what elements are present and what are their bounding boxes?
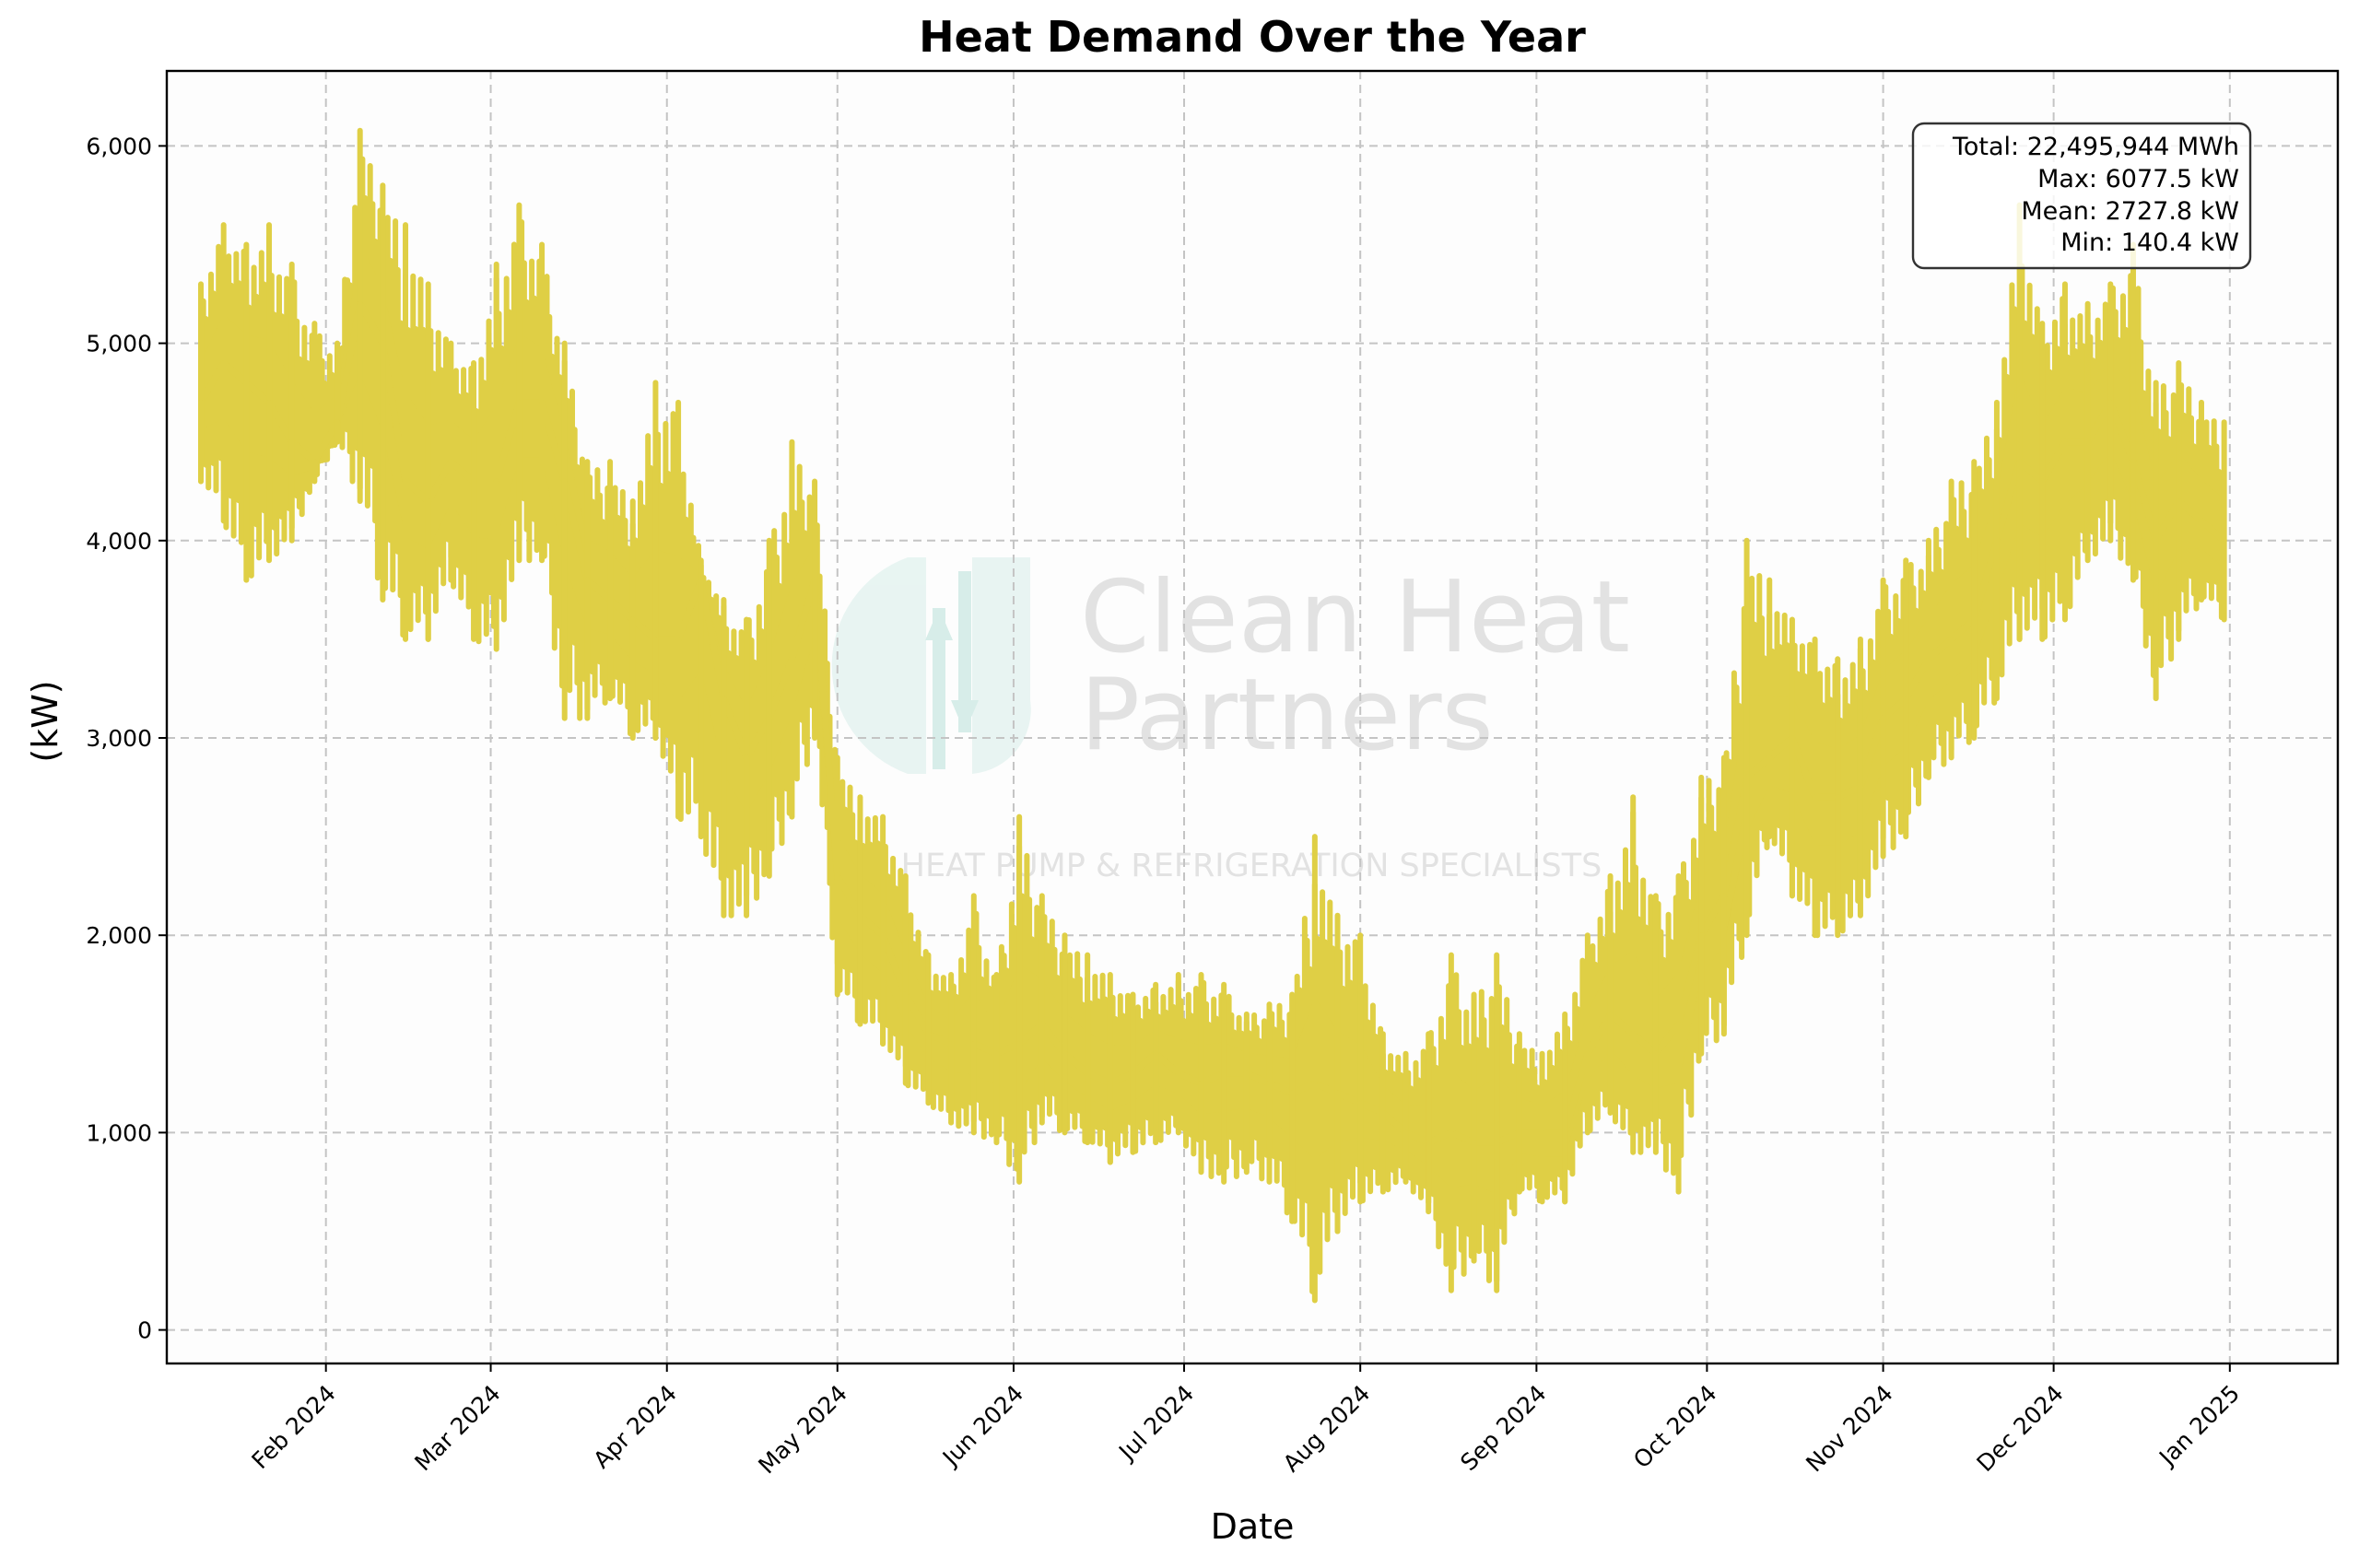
chart-title: Heat Demand Over the Year — [919, 12, 1586, 62]
stats-total: Total: 22,495,944 MWh — [1952, 133, 2239, 161]
y-tick-label: 4,000 — [86, 528, 152, 555]
stats-max: Max: 6077.5 kW — [2037, 165, 2239, 193]
stats-mean: Mean: 2727.8 kW — [2021, 197, 2239, 226]
axes-frame — [165, 69, 2340, 1365]
y-tick-label: 3,000 — [86, 725, 152, 752]
y-axis-label: (kW) — [25, 680, 65, 762]
y-tick-label: 2,000 — [86, 922, 152, 949]
watermark-line1: Clean Heat — [1080, 560, 1630, 675]
x-axis-label: Date — [1211, 1506, 1295, 1547]
series-line — [197, 300, 2226, 1146]
series-heat-demand — [197, 127, 2227, 1304]
y-axis-ticks: 0 1,000 2,000 3,000 4,000 5,000 6,000 — [86, 133, 167, 1344]
y-tick-label: 0 — [137, 1317, 152, 1344]
y-tick-label: 6,000 — [86, 133, 152, 159]
watermark-line2: Partners — [1080, 658, 1494, 773]
stats-box-frame — [1911, 122, 2252, 270]
watermark-tagline: HEAT PUMP & REFRIGERATION SPECIALISTS — [901, 848, 1602, 884]
y-tick-label: 1,000 — [86, 1119, 152, 1146]
watermark-logo-icon — [831, 557, 1031, 774]
watermark: Clean Heat Partners HEAT PUMP & REFRIGER… — [831, 557, 1630, 884]
stats-min: Min: 140.4 kW — [2060, 228, 2239, 257]
stats-box: Total: 22,495,944 MWh Max: 6077.5 kW Mea… — [1911, 122, 2252, 270]
y-tick-label: 5,000 — [86, 331, 152, 357]
